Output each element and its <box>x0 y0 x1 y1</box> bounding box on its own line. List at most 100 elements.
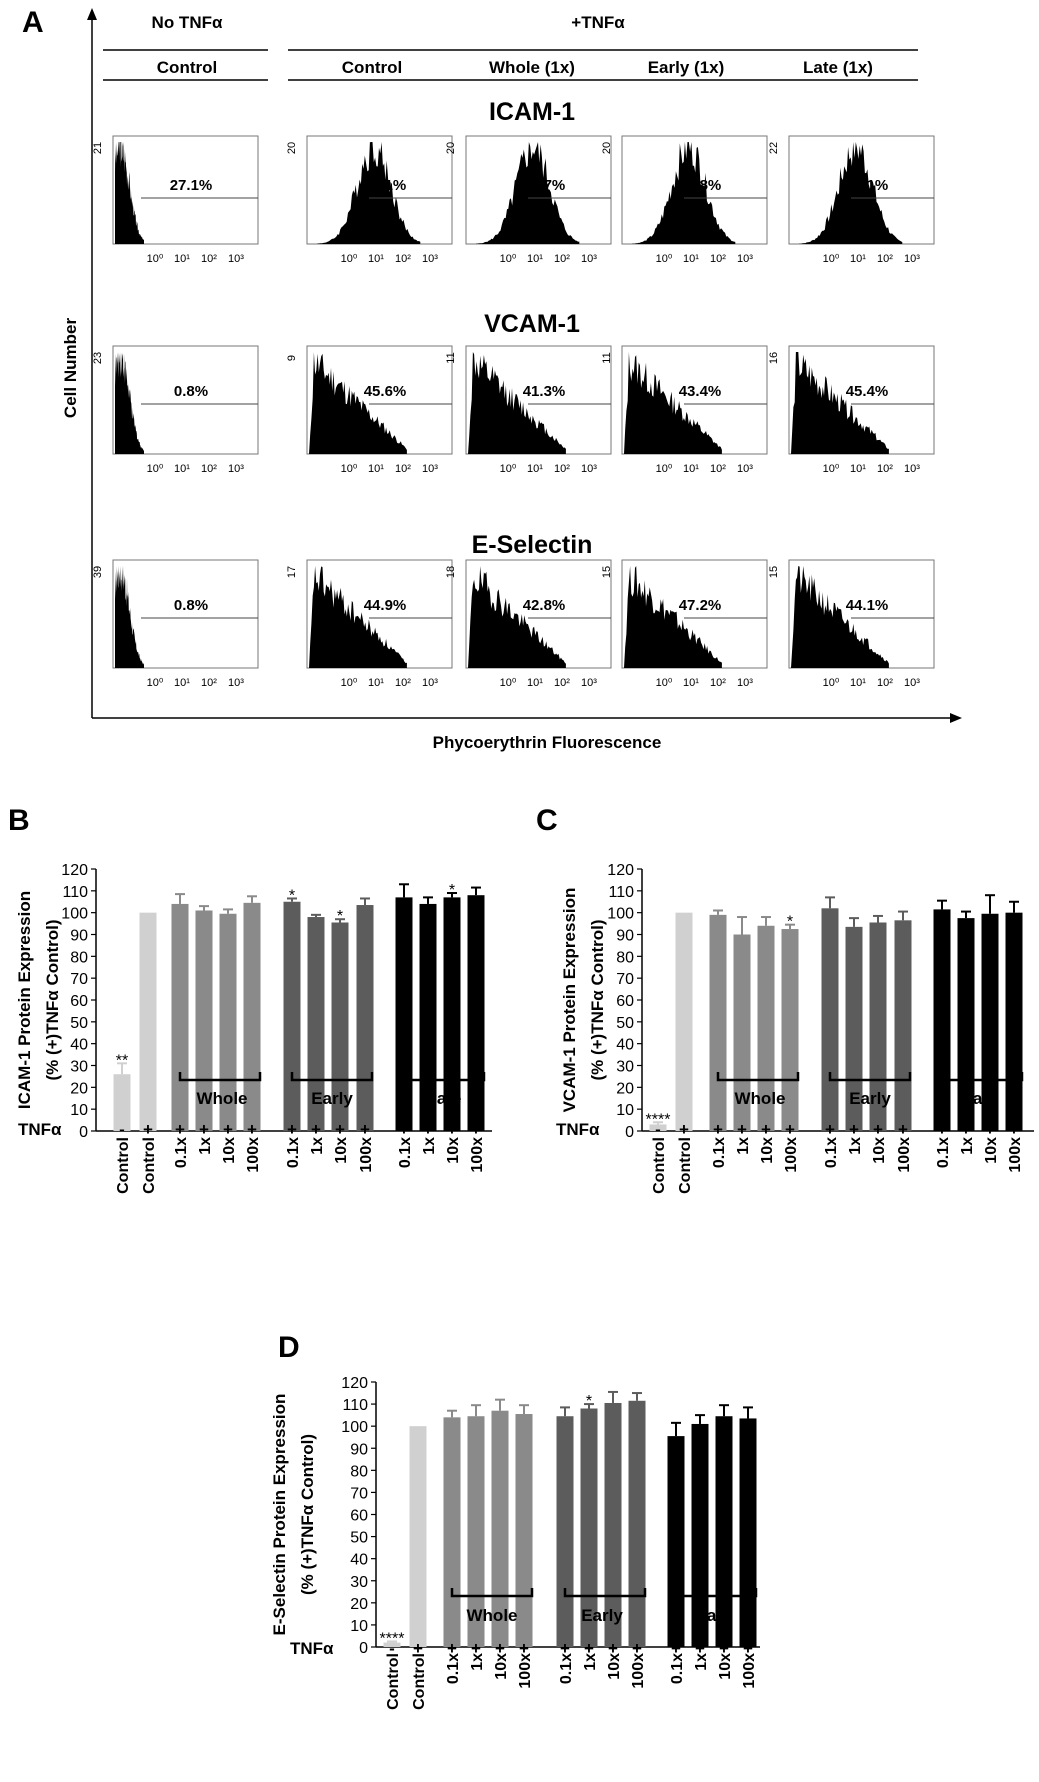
histogram-tick-label: 10² <box>877 463 893 475</box>
histogram-data <box>115 352 144 454</box>
tnf-sign: + <box>413 1639 423 1658</box>
histogram-tick-label: 10¹ <box>527 253 543 265</box>
histogram-ymax: 22 <box>768 142 780 154</box>
y-tick-label: 100 <box>341 1419 368 1436</box>
bar <box>604 1402 622 1647</box>
histogram-tick-label: 10² <box>201 463 217 475</box>
bar <box>395 897 413 1131</box>
x-category-label: Control <box>411 1653 428 1710</box>
histogram-tick-label: 10¹ <box>850 253 866 265</box>
panel-a-group-no-tnf: No TNFα <box>152 13 223 32</box>
histogram-tick-label: 10² <box>554 253 570 265</box>
y-tick-label: 110 <box>342 1397 368 1414</box>
histogram-tick-label: 10² <box>877 677 893 689</box>
histogram-tick-label: 10³ <box>737 253 753 265</box>
bar <box>419 903 437 1131</box>
histogram-percent: 45.4% <box>846 383 889 400</box>
y-tick-label: 40 <box>350 1552 368 1569</box>
histogram-tick-label: 10⁰ <box>823 253 840 265</box>
bar <box>691 1423 709 1647</box>
tnf-sign: + <box>471 1639 481 1658</box>
tnf-sign: + <box>423 1120 433 1139</box>
x-category-label: Control <box>677 1137 694 1194</box>
tnf-sign: + <box>471 1120 481 1139</box>
histogram-tick-label: 10¹ <box>850 677 866 689</box>
x-category-label: 1x <box>469 1653 486 1671</box>
histogram-ymax: 11 <box>445 352 457 363</box>
histogram-ymax: 21 <box>92 142 104 154</box>
x-category-label: 0.1x <box>445 1653 462 1684</box>
histogram-tick-label: 10¹ <box>368 463 384 475</box>
x-category-label: Control <box>651 1137 668 1194</box>
histogram-tick-label: 10² <box>710 253 726 265</box>
tnf-sign: + <box>247 1120 257 1139</box>
x-category-label: 0.1x <box>397 1137 414 1168</box>
histogram-percent: 44.9% <box>364 597 407 614</box>
tnf-sign: + <box>785 1120 795 1139</box>
y-tick-label: 30 <box>70 1059 88 1076</box>
x-category-label: 10x <box>333 1137 350 1164</box>
histogram-tick-label: 10¹ <box>174 463 190 475</box>
y-tick-label: 0 <box>625 1124 634 1141</box>
x-category-label: 10x <box>493 1653 510 1680</box>
y-tick-label: 0 <box>359 1640 368 1657</box>
bar <box>628 1400 646 1647</box>
bar <box>981 913 999 1131</box>
y-axis-label: VCAM-1 Protein Expression <box>560 888 579 1113</box>
histogram-data <box>791 566 889 668</box>
histogram-tick-label: 10¹ <box>174 253 190 265</box>
histogram-ymax: 18 <box>445 566 457 578</box>
tnf-sign: + <box>584 1639 594 1658</box>
histogram-ymax: 20 <box>601 142 613 154</box>
chart-panel-c: C 0 10 20 30 40 50 60 70 80 90 100 110 120 VCAM-1 Prot… <box>536 804 1034 1194</box>
significance-marker: **** <box>646 1111 671 1128</box>
bar <box>933 909 951 1131</box>
y-axis-label: (% (+)TNFα Control) <box>588 919 607 1080</box>
panel-a-column-header: Whole (1x) <box>489 58 575 77</box>
x-category-label: 0.1x <box>558 1653 575 1684</box>
tnf-row-label: TNFα <box>18 1120 62 1139</box>
x-category-label: 100x <box>896 1137 913 1173</box>
tnf-sign: + <box>632 1639 642 1658</box>
tnf-sign: + <box>360 1120 370 1139</box>
histogram-percent: 83.7% <box>523 177 566 194</box>
y-tick-label: 20 <box>616 1080 634 1097</box>
histogram-ymax: 20 <box>286 142 298 154</box>
y-tick-label: 50 <box>70 1015 88 1032</box>
x-category-label: Control <box>141 1137 158 1194</box>
chart-panel-d: D 0 10 20 30 40 50 60 70 80 90 100 110 120 E-Selectin … <box>270 1331 760 1710</box>
group-label: Early <box>581 1606 623 1625</box>
group-label: Late <box>427 1089 462 1108</box>
tnf-sign: + <box>175 1120 185 1139</box>
histogram-tick-label: 10³ <box>228 463 244 475</box>
significance-marker: * <box>337 908 343 925</box>
bar <box>139 912 157 1131</box>
bar <box>649 1124 667 1131</box>
y-tick-label: 80 <box>616 949 634 966</box>
panel-letter: D <box>278 1331 300 1364</box>
histogram-frame <box>112 135 259 245</box>
bar <box>1005 912 1023 1131</box>
histogram-tick-label: 10³ <box>904 677 920 689</box>
x-category-label: 0.1x <box>935 1137 952 1168</box>
tnf-sign: - <box>655 1120 661 1139</box>
x-category-label: 0.1x <box>711 1137 728 1168</box>
y-tick-label: 90 <box>350 1441 368 1458</box>
histogram-tick-label: 10⁰ <box>147 253 164 265</box>
histogram-tick-label: 10¹ <box>683 253 699 265</box>
tnf-sign: + <box>335 1120 345 1139</box>
bar <box>113 1074 131 1131</box>
histogram-tick-label: 10⁰ <box>656 463 673 475</box>
y-tick-label: 110 <box>608 884 634 901</box>
histogram-tick-label: 10¹ <box>174 677 190 689</box>
histogram-tick-label: 10³ <box>422 253 438 265</box>
y-tick-label: 10 <box>616 1102 634 1119</box>
tnf-sign: - <box>389 1639 395 1658</box>
group-label: Whole <box>197 1089 248 1108</box>
histogram-tick-label: 10¹ <box>527 677 543 689</box>
bar <box>283 901 301 1131</box>
histogram-tick-label: 10³ <box>737 463 753 475</box>
tnf-sign: + <box>519 1639 529 1658</box>
histogram-tick-label: 10¹ <box>368 253 384 265</box>
histogram-tick-label: 10⁰ <box>500 253 517 265</box>
